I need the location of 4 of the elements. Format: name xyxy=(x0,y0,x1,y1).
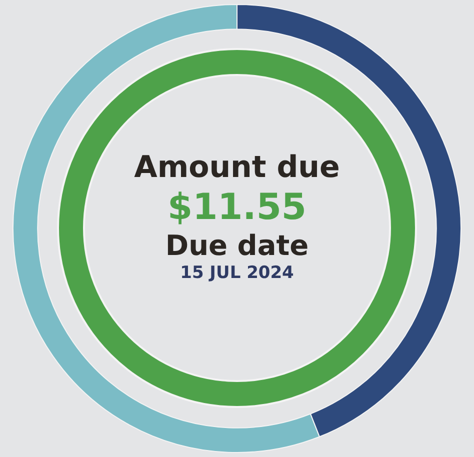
text: 15 JUL 2024 xyxy=(179,262,295,284)
text: Due date xyxy=(164,229,310,263)
text: Amount due xyxy=(133,150,341,186)
text: $11.55 xyxy=(166,186,308,230)
